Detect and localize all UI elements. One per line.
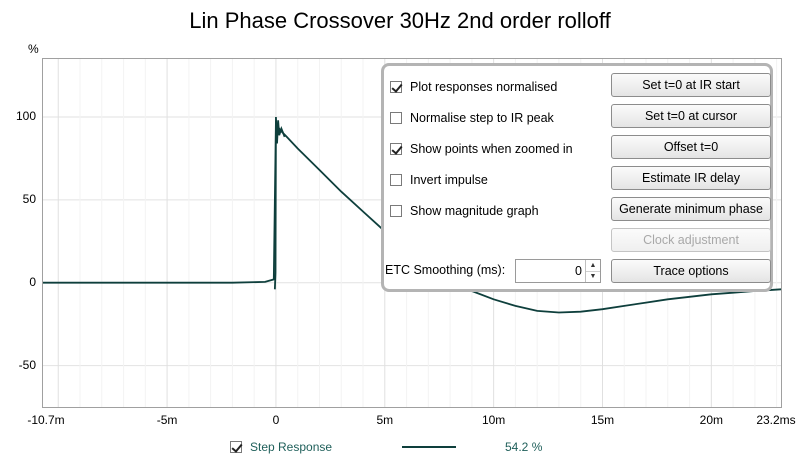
- show-points-checkbox[interactable]: [390, 143, 402, 155]
- etc-smoothing-spinner[interactable]: 0 ▲ ▼: [515, 259, 601, 283]
- legend-line-swatch: [402, 446, 456, 448]
- invert-impulse-label: Invert impulse: [410, 173, 488, 187]
- spin-down-icon[interactable]: ▼: [589, 273, 597, 280]
- set-t0-ir-start-button[interactable]: Set t=0 at IR start: [611, 73, 771, 97]
- legend-step-response[interactable]: Step Response: [230, 439, 332, 455]
- y-tick-label: -50: [18, 357, 36, 372]
- y-tick-label: 50: [22, 191, 36, 206]
- y-tick-label: 100: [15, 109, 36, 123]
- show-magnitude-checkbox[interactable]: [390, 205, 402, 217]
- y-tick-label: 0: [29, 274, 36, 289]
- invert-impulse-option[interactable]: Invert impulse: [390, 170, 488, 190]
- x-tick-label: 0: [272, 413, 280, 427]
- clock-adjustment-button[interactable]: Clock adjustment: [611, 228, 771, 252]
- invert-impulse-checkbox[interactable]: [390, 174, 402, 186]
- step-response-transient: [273, 116, 286, 290]
- x-tick-label: -5m: [156, 413, 178, 427]
- show-points-option[interactable]: Show points when zoomed in: [390, 139, 573, 159]
- trace-options-button[interactable]: Trace options: [611, 259, 771, 283]
- legend-label: Step Response: [250, 440, 333, 454]
- graph-controls-panel: Plot responses normalised Normalise step …: [381, 63, 773, 292]
- chart-title: Lin Phase Crossover 30Hz 2nd order rollo…: [189, 8, 611, 33]
- x-tick-label: 10m: [481, 413, 506, 427]
- x-tick-label: 15m: [590, 413, 615, 427]
- plot-normalised-checkbox[interactable]: [390, 81, 402, 93]
- legend-value-text: 54.2 %: [505, 440, 543, 454]
- normalise-step-option[interactable]: Normalise step to IR peak: [390, 108, 554, 128]
- x-tick-label: 23.2ms: [756, 413, 796, 427]
- set-t0-cursor-button[interactable]: Set t=0 at cursor: [611, 104, 771, 128]
- show-magnitude-option[interactable]: Show magnitude graph: [390, 201, 539, 221]
- plot-normalised-label: Plot responses normalised: [410, 80, 558, 94]
- etc-smoothing-label: ETC Smoothing (ms):: [385, 263, 506, 277]
- show-magnitude-label: Show magnitude graph: [410, 204, 539, 218]
- x-tick-label: 5m: [376, 413, 394, 427]
- generate-minimum-phase-button[interactable]: Generate minimum phase: [611, 197, 771, 221]
- normalise-step-checkbox[interactable]: [390, 112, 402, 124]
- show-points-label: Show points when zoomed in: [410, 142, 573, 156]
- normalise-step-label: Normalise step to IR peak: [410, 111, 554, 125]
- offset-t0-button[interactable]: Offset t=0: [611, 135, 771, 159]
- x-tick-label: -10.7m: [27, 413, 65, 427]
- x-tick-label: 20m: [699, 413, 723, 427]
- estimate-ir-delay-button[interactable]: Estimate IR delay: [611, 166, 771, 190]
- legend-checkbox[interactable]: [230, 441, 242, 453]
- plot-normalised-option[interactable]: Plot responses normalised: [390, 77, 557, 97]
- y-axis-unit: %: [28, 42, 39, 56]
- legend-value: 54.2 %: [505, 439, 542, 455]
- spin-up-icon[interactable]: ▲: [586, 260, 600, 272]
- etc-smoothing-value[interactable]: 0: [575, 264, 582, 278]
